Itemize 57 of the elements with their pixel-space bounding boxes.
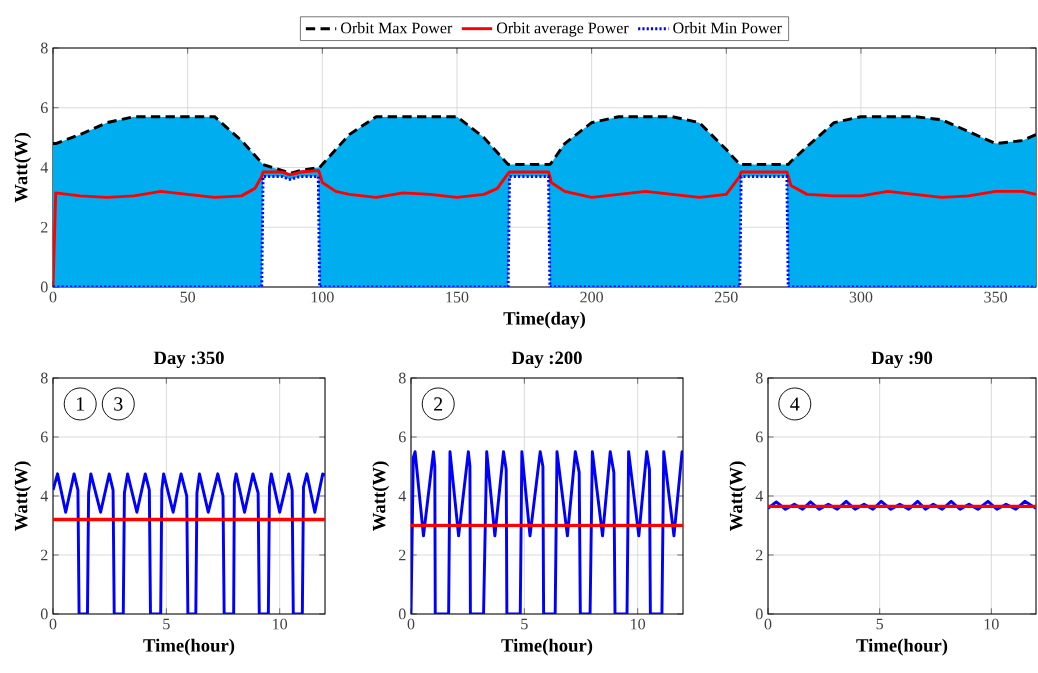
line-series (411, 450, 684, 614)
x-axis-title: Time(hour) (856, 638, 948, 656)
x-tick-label: 10 (984, 618, 999, 630)
chart-title: Day :200 (511, 351, 582, 368)
line-series (53, 472, 326, 614)
y-axis-title: Watt(W) (372, 461, 390, 531)
y-tick-label: 6 (40, 431, 48, 443)
y-tick-label: 8 (40, 372, 48, 384)
y-tick-label: 2 (41, 221, 48, 233)
x-axis-title: Time(day) (503, 311, 585, 329)
annotation: 3 (114, 397, 123, 411)
y-tick-label: 6 (755, 431, 763, 443)
y-tick-label: 6 (398, 431, 406, 443)
y-tick-label: 2 (756, 549, 763, 561)
x-tick-label: 5 (521, 618, 528, 630)
y-tick-label: 8 (40, 42, 48, 54)
chart-title: Day :350 (153, 351, 224, 368)
x-tick-label: 0 (407, 618, 415, 630)
y-tick-label: 0 (40, 608, 48, 620)
y-axis-title: Watt(W) (14, 133, 32, 203)
legend-label: Orbit Max Power (341, 22, 453, 34)
y-tick-label: 6 (40, 102, 48, 114)
chart-title: Day :90 (871, 351, 933, 368)
y-tick-label: 4 (40, 490, 49, 502)
y-axis-title: Watt(W) (14, 461, 32, 531)
x-tick-label: 10 (273, 618, 288, 630)
x-tick-label: 150 (446, 291, 469, 303)
x-tick-label: 350 (984, 291, 1007, 303)
y-tick-label: 4 (40, 162, 49, 173)
y-axis-title: Watt(W) (729, 461, 747, 531)
y-tick-label: 2 (41, 549, 48, 561)
x-axis-title: Time(hour) (501, 638, 593, 656)
y-tick-label: 0 (755, 608, 763, 620)
x-tick-label: 0 (764, 618, 772, 630)
x-tick-label: 5 (163, 618, 170, 630)
y-tick-label: 0 (40, 281, 48, 293)
x-tick-label: 10 (631, 618, 646, 630)
y-tick-label: 8 (755, 372, 763, 384)
annotation: 4 (790, 397, 800, 411)
legend-label: Orbit Min Power (673, 22, 782, 34)
x-tick-label: 100 (311, 291, 334, 303)
x-tick-label: 5 (876, 618, 884, 630)
x-axis-title: Time(hour) (143, 638, 235, 656)
y-tick-label: 2 (399, 549, 406, 561)
x-tick-label: 200 (580, 291, 604, 303)
y-tick-label: 0 (398, 608, 406, 620)
x-tick-label: 300 (849, 291, 873, 303)
legend-label: Orbit average Power (496, 22, 629, 37)
x-tick-label: 50 (180, 291, 196, 303)
x-tick-label: 250 (715, 291, 738, 303)
y-tick-label: 4 (755, 490, 764, 502)
annotation: 2 (434, 397, 443, 411)
annotation: 1 (76, 397, 85, 411)
x-tick-label: 0 (49, 618, 57, 630)
x-tick-label: 0 (49, 291, 57, 303)
y-tick-label: 4 (398, 490, 407, 502)
y-tick-label: 8 (398, 372, 406, 384)
